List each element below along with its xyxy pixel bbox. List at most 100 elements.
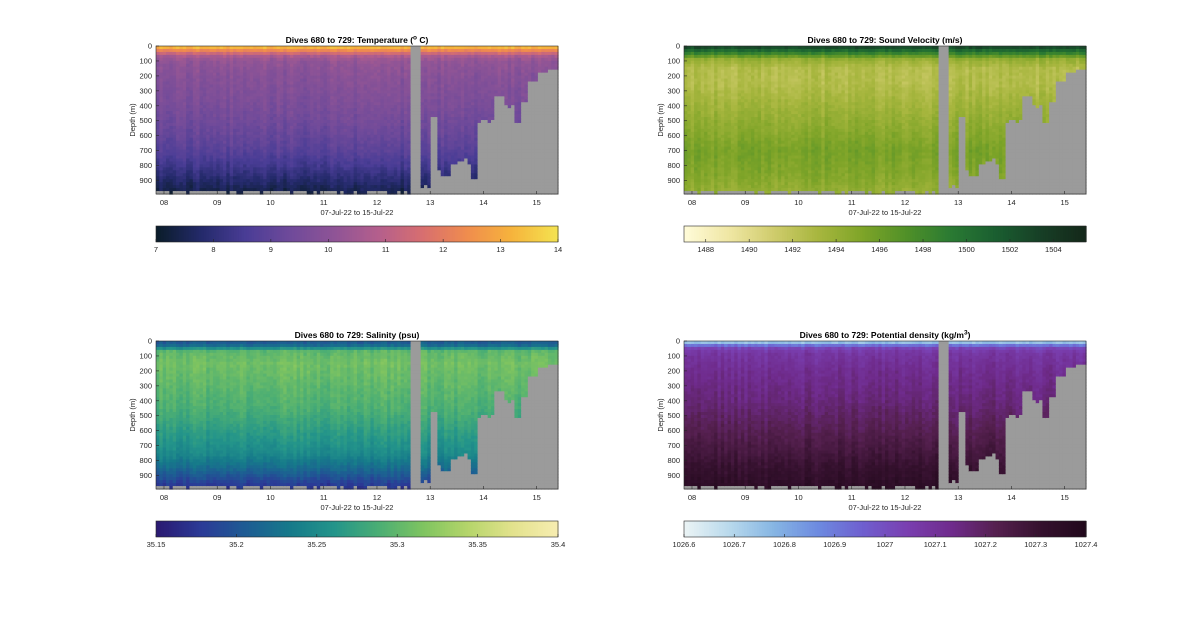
colorbar-swatch: [269, 521, 273, 537]
colorbar-swatch: [477, 521, 481, 537]
colorbar-swatch: [346, 226, 351, 242]
colorbar-swatch: [502, 226, 506, 242]
colorbar-swatch: [389, 521, 393, 537]
colorbar-swatch: [917, 521, 921, 537]
colorbar-swatch: [304, 521, 308, 537]
colorbar-swatch: [392, 226, 396, 242]
colorbar-swatch: [827, 226, 831, 242]
colorbar-swatch: [354, 226, 358, 242]
colorbar-swatch: [764, 226, 768, 242]
colorbar-swatch: [359, 226, 363, 242]
colorbar-swatch: [746, 521, 750, 537]
colorbar-swatch: [465, 226, 469, 242]
colorbar-swatch: [374, 521, 378, 537]
colorbar-swatch: [449, 226, 454, 242]
colorbar-swatch: [547, 521, 552, 537]
colorbar-swatch: [1003, 521, 1007, 537]
colorbar-swatch: [814, 521, 818, 537]
colorbar-swatch: [819, 521, 823, 537]
colorbar-swatch: [965, 521, 969, 537]
colorbar-swatch: [309, 521, 313, 537]
colorbar-swatch: [487, 226, 491, 242]
colorbar-density: 1026.6 1026.7 1026.8 1026.9 1027 1027.1 1027.2…: [673, 520, 1098, 549]
colorbar-swatch: [369, 226, 373, 242]
colorbar-swatch: [517, 521, 521, 537]
colorbar-swatch: [357, 521, 361, 537]
colorbar-swatch: [960, 226, 964, 242]
colorbar-tick-label: 35.15: [147, 540, 166, 549]
colorbar-swatch: [309, 226, 313, 242]
colorbar-swatch: [178, 521, 182, 537]
colorbar-swatch: [922, 521, 926, 537]
colorbar-swatch: [1033, 226, 1037, 242]
x-tick-label: 15: [533, 493, 541, 502]
colorbar-tick-label: 1490: [741, 245, 758, 254]
colorbar-swatch: [505, 226, 509, 242]
colorbar-swatch: [1013, 521, 1017, 537]
colorbar-swatch: [741, 521, 745, 537]
colorbar-swatch: [942, 521, 946, 537]
colorbar-swatch: [259, 226, 263, 242]
colorbar-swatch: [276, 521, 280, 537]
colorbar-swatch: [296, 226, 300, 242]
colorbar-swatch: [962, 226, 966, 242]
colorbar-swatch: [512, 521, 516, 537]
colorbar-swatch: [789, 226, 793, 242]
colorbar-swatch: [794, 226, 798, 242]
colorbar-swatch: [965, 226, 969, 242]
colorbar-swatch: [168, 226, 172, 242]
colorbar-swatch: [271, 226, 275, 242]
colorbar-swatch: [364, 521, 368, 537]
colorbar-swatch: [482, 226, 486, 242]
colorbar-swatch: [540, 521, 544, 537]
colorbar-swatch: [734, 226, 738, 242]
colorbar-swatch: [437, 226, 441, 242]
colorbar-swatch: [382, 226, 386, 242]
colorbar-swatch: [555, 226, 559, 242]
colorbar-swatch: [817, 521, 821, 537]
colorbar-swatch: [957, 226, 961, 242]
colorbar-swatch: [349, 226, 353, 242]
colorbar-swatch: [442, 521, 446, 537]
y-tick-label: 600: [667, 131, 680, 140]
y-tick-label: 200: [667, 366, 680, 375]
colorbar-swatch: [980, 521, 984, 537]
colorbar-swatch: [452, 226, 456, 242]
colorbar-swatch: [761, 226, 765, 242]
colorbar-swatch: [314, 521, 318, 537]
colorbar-swatch: [505, 521, 509, 537]
colorbar-swatch: [807, 521, 811, 537]
colorbar-tick-label: 13: [496, 245, 504, 254]
colorbar-swatch: [887, 521, 891, 537]
colorbar-swatch: [970, 521, 974, 537]
colorbar-swatch: [294, 521, 298, 537]
colorbar-swatch: [457, 226, 461, 242]
colorbar-swatch: [492, 521, 496, 537]
colorbar-swatch: [937, 521, 941, 537]
colorbar-swatch: [955, 226, 959, 242]
colorbar-swatch: [907, 521, 911, 537]
colorbar-swatch: [412, 226, 416, 242]
colorbar-swatch: [324, 521, 328, 537]
colorbar-swatch: [414, 226, 418, 242]
colorbar-swatch: [1013, 226, 1017, 242]
colorbar-swatch: [357, 226, 361, 242]
colorbar-swatch: [208, 521, 212, 537]
colorbar-swatch: [1038, 226, 1042, 242]
colorbar-tick-label: 1027.4: [1075, 540, 1098, 549]
plot-frame: [155, 45, 559, 195]
colorbar-swatch: [173, 521, 177, 537]
panel-sound_velocity: 0 100 200 300 400 500 600 700 800 900 08 09 10 11 12 13…: [656, 35, 1087, 254]
y-tick-label: 200: [139, 366, 152, 375]
colorbar-swatch: [183, 521, 187, 537]
y-tick-label: 700: [667, 441, 680, 450]
colorbar-swatch: [341, 226, 346, 242]
colorbar-swatch: [706, 521, 710, 537]
colorbar-swatch: [492, 226, 496, 242]
colorbar-swatch: [248, 226, 253, 242]
colorbar-swatch: [470, 226, 474, 242]
colorbar-swatch: [807, 226, 811, 242]
colorbar-swatch: [975, 226, 979, 242]
colorbar-swatch: [744, 521, 748, 537]
colorbar-swatch: [419, 521, 423, 537]
